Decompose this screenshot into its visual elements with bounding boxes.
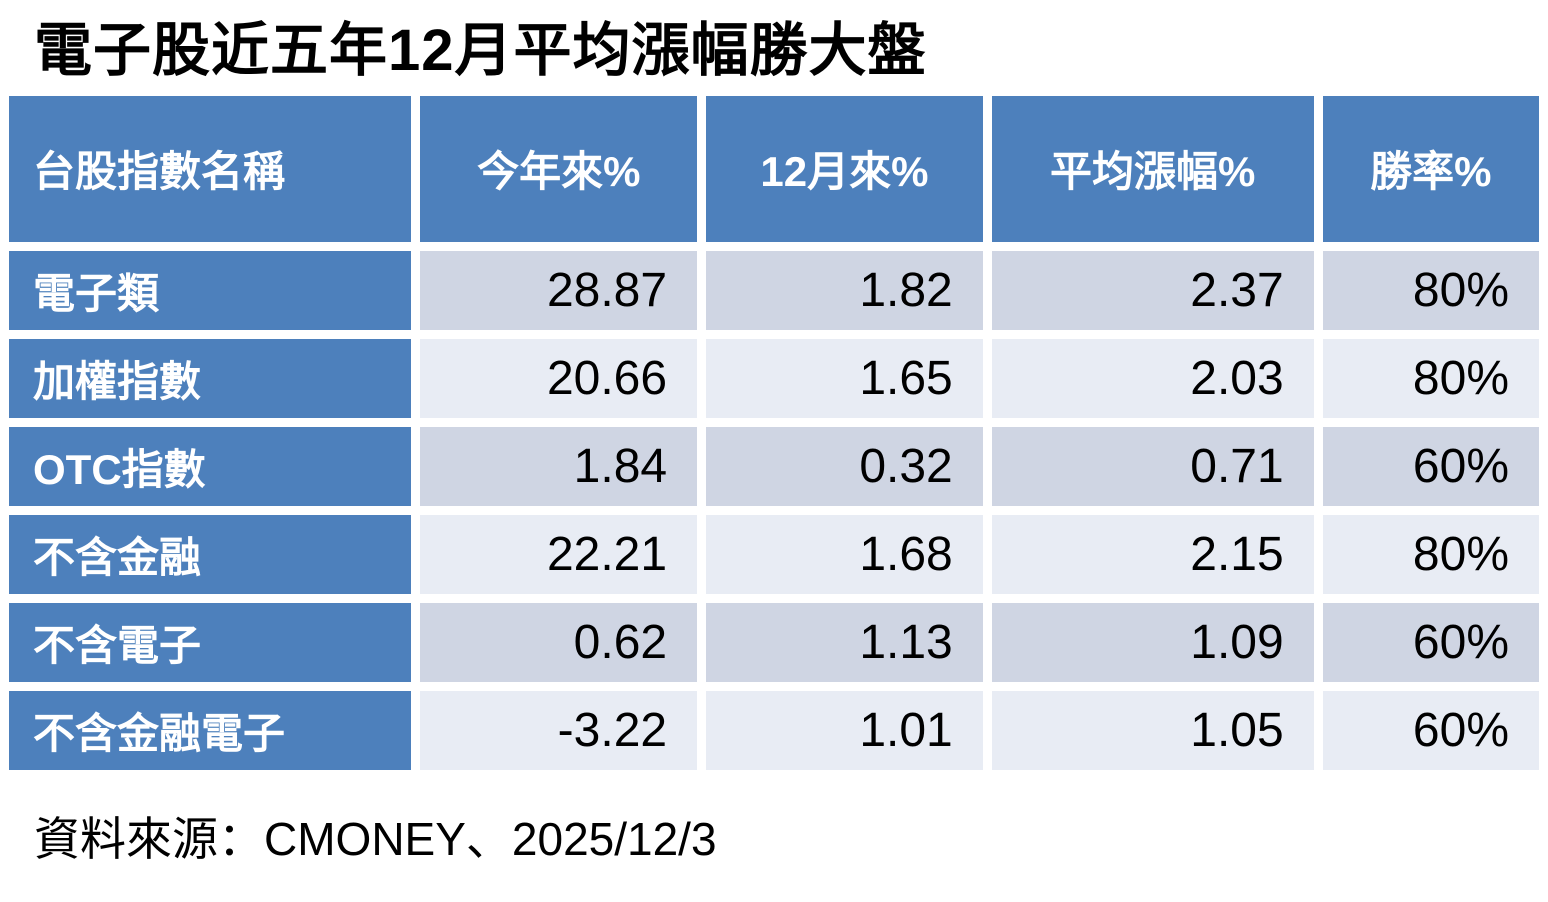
index-performance-table: 台股指數名稱 今年來% 12月來% 平均漲幅% 勝率% 電子類 28.87 1.… xyxy=(0,87,1548,779)
cell-ytd: 22.21 xyxy=(420,514,698,594)
cell-win-rate: 80% xyxy=(1322,338,1539,418)
cell-december: 1.82 xyxy=(706,250,983,330)
row-label: 電子類 xyxy=(9,250,412,330)
column-header-ytd: 今年來% xyxy=(420,95,698,242)
row-label: 加權指數 xyxy=(9,338,412,418)
cell-average-gain: 1.05 xyxy=(991,690,1314,770)
cell-win-rate: 60% xyxy=(1322,602,1539,682)
column-header-index-name: 台股指數名稱 xyxy=(9,95,412,242)
cell-ytd: 1.84 xyxy=(420,426,698,506)
table-row-electronics: 電子類 28.87 1.82 2.37 80% xyxy=(9,250,1539,330)
cell-win-rate: 80% xyxy=(1322,250,1539,330)
cell-win-rate: 80% xyxy=(1322,514,1539,594)
page-title: 電子股近五年12月平均漲幅勝大盤 xyxy=(34,18,927,83)
row-label: 不含金融電子 xyxy=(9,690,412,770)
header-row: 台股指數名稱 今年來% 12月來% 平均漲幅% 勝率% xyxy=(9,95,1539,242)
cell-december: 1.01 xyxy=(706,690,983,770)
cell-average-gain: 2.03 xyxy=(991,338,1314,418)
cell-average-gain: 2.37 xyxy=(991,250,1314,330)
column-header-win-rate: 勝率% xyxy=(1322,95,1539,242)
cell-december: 1.65 xyxy=(706,338,983,418)
table-row-weighted-index: 加權指數 20.66 1.65 2.03 80% xyxy=(9,338,1539,418)
table-row-ex-financials: 不含金融 22.21 1.68 2.15 80% xyxy=(9,514,1539,594)
cell-december: 0.32 xyxy=(706,426,983,506)
cell-ytd: 20.66 xyxy=(420,338,698,418)
column-header-average-gain: 平均漲幅% xyxy=(991,95,1314,242)
row-label: 不含電子 xyxy=(9,602,412,682)
cell-ytd: 28.87 xyxy=(420,250,698,330)
row-label: OTC指數 xyxy=(9,426,412,506)
cell-december: 1.68 xyxy=(706,514,983,594)
data-source-note: 資料來源：CMONEY、2025/12/3 xyxy=(34,812,717,865)
table-row-ex-electronics: 不含電子 0.62 1.13 1.09 60% xyxy=(9,602,1539,682)
row-label: 不含金融 xyxy=(9,514,412,594)
cell-win-rate: 60% xyxy=(1322,690,1539,770)
cell-ytd: -3.22 xyxy=(420,690,698,770)
cell-ytd: 0.62 xyxy=(420,602,698,682)
column-header-december: 12月來% xyxy=(706,95,983,242)
cell-win-rate: 60% xyxy=(1322,426,1539,506)
cell-average-gain: 0.71 xyxy=(991,426,1314,506)
cell-average-gain: 2.15 xyxy=(991,514,1314,594)
table-row-ex-financials-electronics: 不含金融電子 -3.22 1.01 1.05 60% xyxy=(9,690,1539,770)
table-row-otc-index: OTC指數 1.84 0.32 0.71 60% xyxy=(9,426,1539,506)
cell-december: 1.13 xyxy=(706,602,983,682)
cell-average-gain: 1.09 xyxy=(991,602,1314,682)
